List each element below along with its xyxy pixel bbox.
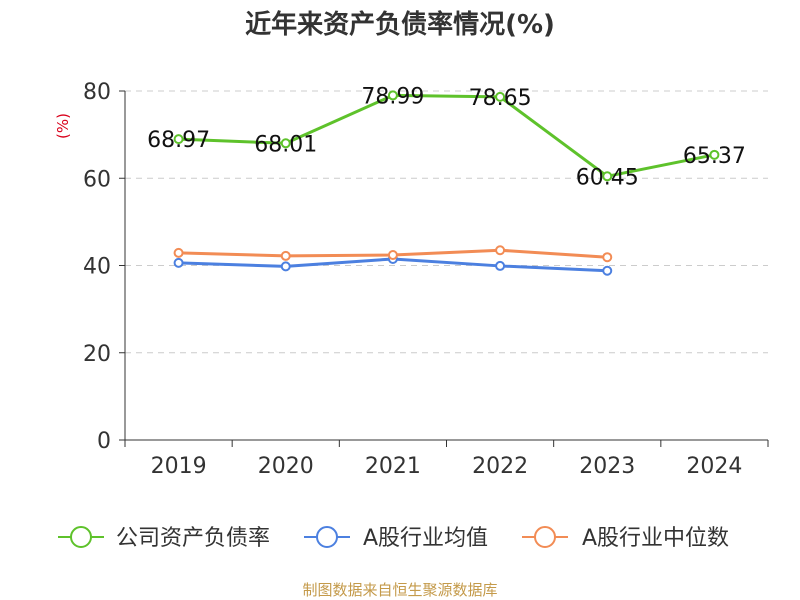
chart-title: 近年来资产负债率情况(%) bbox=[245, 10, 555, 40]
x-tick-label: 2020 bbox=[258, 454, 314, 479]
y-tick-label: 40 bbox=[83, 255, 111, 280]
y-tick-label: 20 bbox=[83, 342, 111, 367]
y-axis-label: (%) bbox=[54, 113, 72, 139]
data-point bbox=[495, 245, 506, 256]
x-tick-label: 2024 bbox=[686, 454, 742, 479]
data-label: 68.01 bbox=[254, 132, 317, 157]
y-tick-label: 60 bbox=[83, 167, 111, 192]
data-point bbox=[495, 260, 506, 271]
data-point bbox=[173, 257, 184, 268]
legend-marker bbox=[316, 526, 338, 548]
x-tick-label: 2022 bbox=[472, 454, 528, 479]
data-point bbox=[602, 171, 613, 182]
x-tick-label: 2021 bbox=[365, 454, 421, 479]
data-point bbox=[709, 149, 720, 160]
legend-marker bbox=[534, 526, 556, 548]
data-point bbox=[280, 138, 291, 149]
legend-label: 公司资产负债率 bbox=[116, 526, 270, 551]
data-label: 68.97 bbox=[147, 128, 210, 153]
legend-label: A股行业均值 bbox=[363, 526, 488, 551]
legend-label: A股行业中位数 bbox=[582, 526, 729, 551]
data-point bbox=[280, 261, 291, 272]
data-label: 78.65 bbox=[469, 86, 532, 111]
data-point bbox=[173, 247, 184, 258]
x-tick-label: 2019 bbox=[151, 454, 207, 479]
data-point bbox=[387, 90, 398, 101]
data-label: 65.37 bbox=[683, 144, 746, 169]
data-point bbox=[387, 250, 398, 261]
data-point bbox=[173, 134, 184, 145]
series-line-0 bbox=[178, 93, 715, 178]
y-tick-label: 80 bbox=[83, 80, 111, 105]
data-point bbox=[495, 91, 506, 102]
data-point bbox=[602, 265, 613, 276]
data-label: 78.99 bbox=[361, 84, 424, 109]
data-point bbox=[602, 252, 613, 263]
legend-marker bbox=[70, 526, 92, 548]
data-source-note: 制图数据来自恒生聚源数据库 bbox=[302, 581, 498, 599]
y-tick-label: 0 bbox=[97, 429, 111, 454]
x-tick-label: 2023 bbox=[579, 454, 635, 479]
data-point bbox=[280, 250, 291, 261]
data-label: 60.45 bbox=[576, 165, 639, 190]
